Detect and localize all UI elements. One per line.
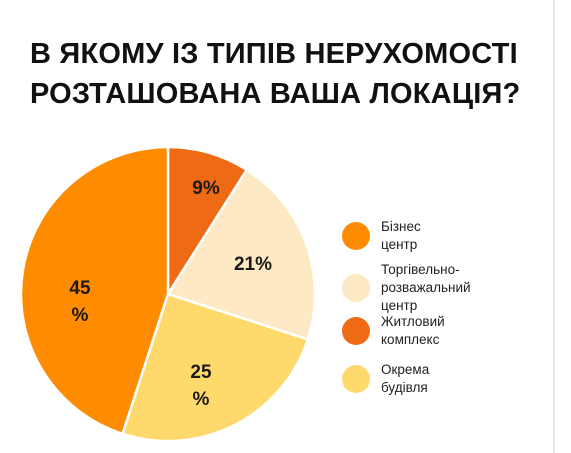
chart-title-line-1: В ЯКОМУ ІЗ ТИПІВ НЕРУХОМОСТІ	[30, 38, 518, 70]
pie-slice-label-0: 9%	[192, 178, 220, 199]
legend-label-shopping-center: Торгівельно- розважальний центр	[381, 262, 471, 313]
pie-slice-label-1: 21%	[234, 254, 272, 275]
legend-item-separate-building: Окрема будівля	[342, 361, 429, 397]
legend-label-residential-complex: Житловий комплекс	[381, 314, 445, 347]
page-edge-divider	[553, 0, 555, 453]
pie-slice-1	[166, 168, 317, 342]
chart-title: В ЯКОМУ ІЗ ТИПІВ НЕРУХОМОСТІ РОЗТАШОВАНА…	[30, 34, 550, 114]
legend-swatch-separate-building	[342, 365, 370, 393]
chart-title-line-2: РОЗТАШОВАНА ВАША ЛОКАЦІЯ?	[30, 78, 521, 110]
legend-item-residential-complex: Житловий комплекс	[342, 313, 445, 349]
legend-swatch-residential-complex	[342, 317, 370, 345]
legend-swatch-business-center	[342, 222, 370, 250]
pie-slice-2	[120, 292, 310, 443]
pie-slice-3	[19, 145, 170, 436]
pie-slice-label-3: 45%	[69, 278, 91, 326]
pie-slice-label-2: 25%	[190, 362, 212, 410]
pie-slice-0	[166, 145, 249, 299]
legend-item-shopping-center: Торгівельно- розважальний центр	[342, 261, 471, 315]
legend-label-separate-building: Окрема будівля	[381, 362, 430, 395]
legend-swatch-shopping-center	[342, 274, 370, 302]
legend-item-business-center: Бізнес центр	[342, 218, 421, 254]
legend-label-business-center: Бізнес центр	[381, 219, 421, 252]
